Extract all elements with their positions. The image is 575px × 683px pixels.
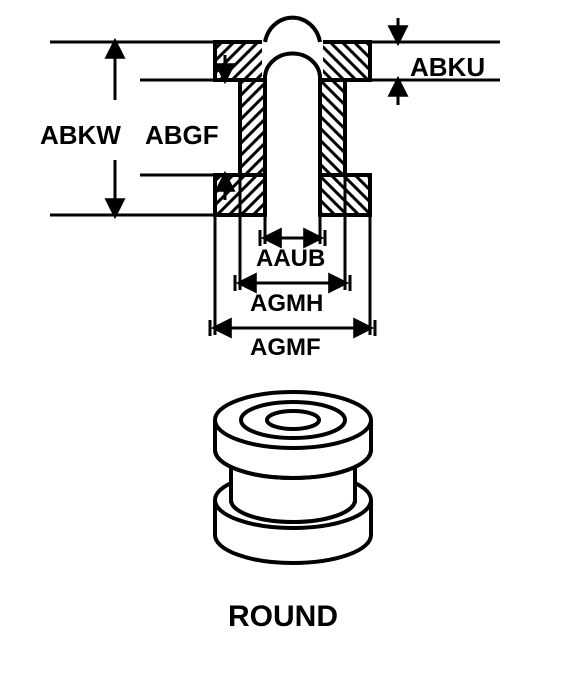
label-abkw: ABKW (40, 120, 121, 151)
label-abgf: ABGF (145, 120, 219, 151)
label-agmf: AGMF (250, 334, 321, 362)
label-abku: ABKU (410, 52, 485, 83)
label-aaub: AAUB (256, 245, 325, 273)
label-agmh: AGMH (250, 290, 323, 318)
isometric-view (215, 392, 371, 563)
title-round: ROUND (228, 600, 338, 634)
cross-section (215, 18, 370, 215)
